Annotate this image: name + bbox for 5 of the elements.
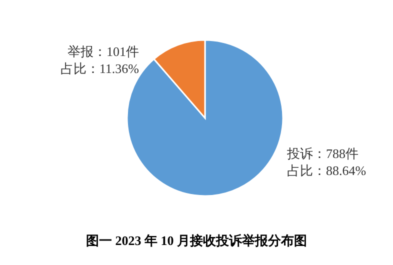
text: 占比：11.36% bbox=[60, 61, 140, 76]
slice-label: 投诉：788件 bbox=[286, 146, 358, 161]
text: 图一 2023 年 10 月接收投诉举报分布图 bbox=[85, 232, 308, 250]
text: 占比：88.64% bbox=[287, 163, 366, 178]
slice-label: 举报：101件 bbox=[68, 44, 139, 59]
